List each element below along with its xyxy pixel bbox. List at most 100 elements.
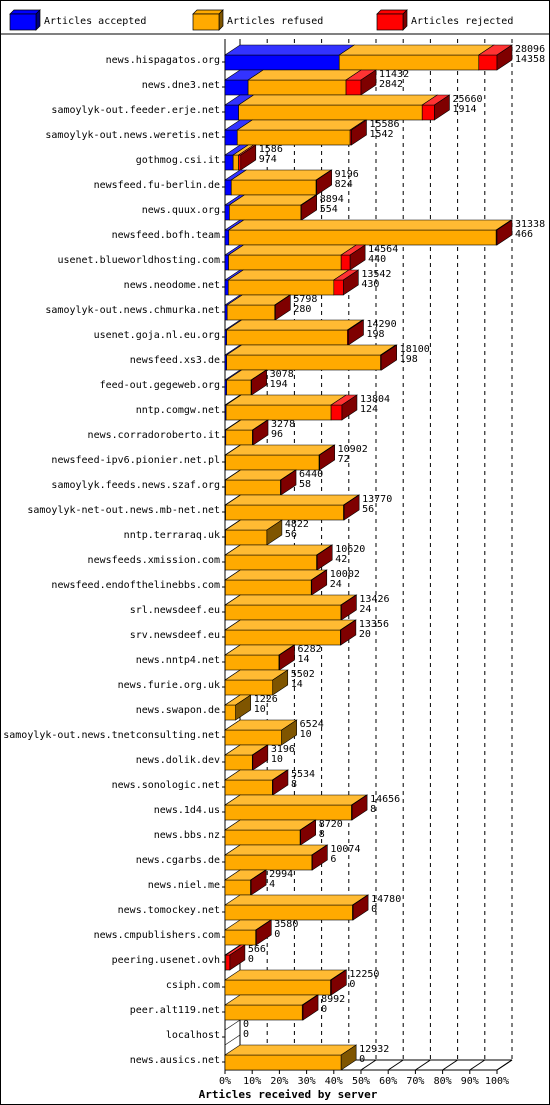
bar-rejected-front [238, 154, 242, 171]
legend-swatch-side [402, 9, 408, 31]
y-tick-label: samoylyk-out.news.tnetconsulting.net [3, 730, 220, 741]
x-tick-label: 90% [461, 1076, 479, 1087]
bar-rejected-front [333, 279, 344, 296]
bar-total-label: 14564 [368, 244, 398, 255]
bar-total-label: 10002 [330, 569, 360, 580]
bar-side [316, 169, 332, 196]
bar-side [275, 294, 291, 321]
grid-floor-line [442, 1059, 458, 1071]
legend-swatch-top [376, 9, 408, 15]
bar-refused-front [228, 229, 497, 246]
bar-refused-top [224, 444, 336, 456]
bar-rejected-front [478, 54, 498, 71]
bar-total-label: 2994 [269, 869, 293, 880]
bar-side [250, 869, 267, 896]
bar-side [229, 944, 246, 971]
y-tick-label: newsfeed.fu-berlin.de [94, 180, 220, 191]
y-tick-label: usenet.goja.nl.eu.org [94, 330, 220, 341]
y-tick-label: samoylyk.feeds.news.szaf.org [51, 480, 220, 491]
legend-swatch-side [218, 9, 224, 31]
x-tick-label: 100% [485, 1076, 509, 1087]
bar-refused-front [224, 679, 274, 696]
y-tick-label: news.tomockey.net [118, 905, 220, 916]
legend-label: Articles accepted [44, 16, 146, 27]
bar-secondary-label: 554 [320, 204, 338, 215]
y-tick-label: news.dne3.net [142, 80, 220, 91]
bar-refused-front [224, 604, 342, 621]
bar-side [316, 544, 333, 571]
y-tick-label: news.1d4.us [154, 805, 220, 816]
bar-side [272, 769, 289, 796]
bar-refused-front [338, 54, 480, 71]
y-tick-label: news.nntp4.net [136, 655, 220, 666]
grid-floor-line [415, 1059, 431, 1071]
bar-accepted-front [224, 154, 234, 171]
y-tick-label: gothmog.csi.it [136, 155, 220, 166]
bar-total-label: 13770 [362, 494, 392, 505]
bar-rejected-front [340, 254, 351, 271]
y-tick-label: news.cmpublishers.com [94, 930, 220, 941]
bar-total-label: 6440 [299, 469, 323, 480]
bar-refused-top [224, 819, 317, 831]
bar-total-label: 6282 [298, 644, 322, 655]
bar-total-label: 31338 [515, 219, 545, 230]
y-tick-label: news.sonologic.net [112, 780, 220, 791]
bar-refused-top [236, 119, 367, 131]
y-tick-label: news.neodome.net [124, 280, 220, 291]
bar-refused-front [224, 654, 280, 671]
bar-refused-front [225, 404, 332, 421]
bar-secondary-label: 8 [370, 804, 376, 815]
bar-total-label: 5798 [293, 294, 317, 305]
bar-side [301, 194, 318, 221]
bar-side [312, 844, 328, 871]
bar-side [255, 919, 272, 946]
y-tick-label: samoylyk-out.feeder.erje.net [51, 105, 220, 116]
legend-swatch [9, 13, 37, 31]
bar-refused-front [224, 729, 282, 746]
bar-accepted-front [224, 54, 340, 71]
bar-accepted-front [224, 179, 232, 196]
y-tick-label: nntp.comgw.net [136, 405, 220, 416]
x-tick-label: 20% [270, 1076, 288, 1087]
bar-refused-front [229, 204, 302, 221]
bar-side [272, 669, 289, 696]
bar-side [341, 394, 358, 421]
bar-rejected-front [330, 404, 343, 421]
bar-side [252, 744, 269, 771]
bar-side [240, 144, 257, 171]
bar-secondary-label: 24 [359, 604, 371, 615]
bar-refused-front [224, 804, 352, 821]
bar-empty [224, 1019, 241, 1046]
bar-secondary-label: 42 [335, 554, 347, 565]
bar-refused-top [225, 319, 364, 331]
bar-secondary-label: 56 [285, 529, 297, 540]
y-tick-label: localhost [166, 1030, 220, 1041]
bar-refused-front [225, 529, 268, 546]
bar-total-label: 6524 [300, 719, 324, 730]
bar-secondary-label: 58 [299, 479, 311, 490]
bar-secondary-label: 20 [359, 629, 371, 640]
x-tick-label: 80% [434, 1076, 452, 1087]
y-tick-label: feed-out.gegeweb.org [100, 380, 220, 391]
bar-total-label: 9196 [335, 169, 359, 180]
bar-refused-front [225, 454, 320, 471]
bar-accepted-front [224, 129, 238, 146]
bar-secondary-label: 974 [259, 154, 277, 165]
bar-secondary-label: 466 [515, 229, 533, 240]
bar-side [252, 419, 269, 446]
bar-refused-front [224, 879, 251, 896]
bar-refused-top [224, 544, 333, 556]
bar-refused-front [225, 504, 344, 521]
grid-floor-line [360, 1059, 377, 1071]
bar-refused-front [238, 104, 423, 121]
bar-total-label: 13542 [361, 269, 391, 280]
legend-swatch-top [192, 9, 224, 15]
bar-side [302, 994, 319, 1021]
bar-refused-front [224, 929, 257, 946]
bar-side [360, 69, 377, 96]
y-tick-label: news.hispagatos.org [106, 55, 220, 66]
bar-refused-top [224, 994, 319, 1006]
bar-total-label: 12932 [359, 1044, 389, 1055]
bar-refused-top [230, 169, 333, 181]
